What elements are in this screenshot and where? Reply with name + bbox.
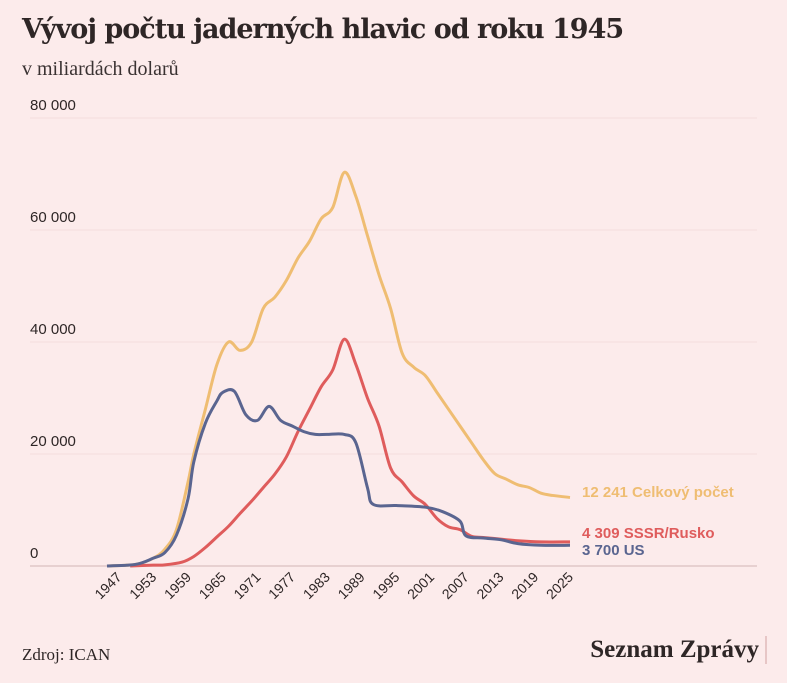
source-note: Zdroj: ICAN: [22, 645, 111, 664]
x-tick-label: 1947: [91, 569, 124, 602]
chart-title: Vývoj počtu jaderných hlavic od roku 194…: [22, 14, 624, 45]
x-tick-label: 1989: [334, 569, 367, 602]
y-tick-label: 40 000: [30, 321, 76, 338]
x-tick-label: 1983: [300, 569, 333, 602]
series-line-celkov-po-et: [106, 170, 571, 568]
x-tick-label: 2001: [404, 569, 437, 602]
series-line-sssr-rusko: [130, 337, 571, 568]
publisher-logo: Seznam Zprávy: [590, 636, 767, 664]
x-tick-label: 1995: [369, 569, 402, 602]
end-label: 12 241 Celkový počet: [582, 484, 734, 501]
series-line-us: [106, 388, 571, 568]
x-tick-label: 1971: [230, 569, 263, 602]
x-tick-label: 1953: [126, 569, 159, 602]
y-tick-label: 20 000: [30, 433, 76, 450]
x-tick-label: 1959: [161, 569, 194, 602]
x-tick-label: 1965: [196, 569, 229, 602]
y-tick-label: 80 000: [30, 97, 76, 114]
y-tick-label: 0: [30, 545, 38, 562]
x-tick-label: 2019: [508, 569, 541, 602]
x-tick-label: 2007: [439, 569, 472, 602]
x-tick-label: 1977: [265, 569, 298, 602]
x-tick-label: 2013: [473, 569, 506, 602]
chart-subtitle: v miliardách dolarů: [22, 58, 179, 80]
y-tick-label: 60 000: [30, 209, 76, 226]
x-tick-label: 2025: [543, 569, 576, 602]
end-label: 4 309 SSSR/Rusko: [582, 525, 715, 542]
end-label: 3 700 US: [582, 542, 645, 559]
